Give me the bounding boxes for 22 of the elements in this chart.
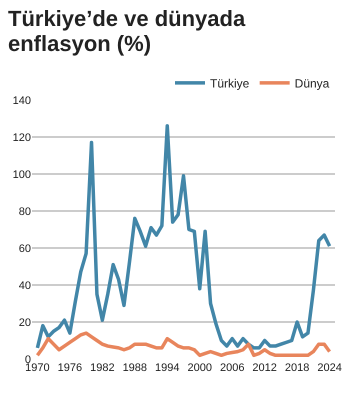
x-tick-label: 1970 xyxy=(25,362,50,374)
x-tick-label: 1988 xyxy=(122,362,148,374)
y-tick-label: 80 xyxy=(18,206,31,218)
y-tick-label: 100 xyxy=(12,168,31,181)
y-tick-label: 60 xyxy=(18,242,31,255)
y-tick-label: 140 xyxy=(12,94,31,107)
y-tick-label: 40 xyxy=(18,280,31,292)
x-tick-label: 1976 xyxy=(58,362,82,374)
x-tick-label: 2024 xyxy=(317,362,342,374)
line-series xyxy=(36,124,332,350)
x-tick-label: 2000 xyxy=(187,362,212,374)
x-tick-label: 2012 xyxy=(252,362,277,374)
legend-label: Türkiye xyxy=(210,76,250,91)
x-tick-label: 1994 xyxy=(155,362,180,374)
x-tick-label: 2006 xyxy=(220,362,244,374)
chart-title: Türkiye’de ve dünyada enflasyon (%) xyxy=(7,5,246,56)
y-tick-label: 120 xyxy=(12,132,31,144)
line-series xyxy=(36,331,332,358)
y-tick-label: 20 xyxy=(18,316,31,329)
x-tick-label: 1982 xyxy=(90,362,115,374)
legend-label: Dünya xyxy=(294,76,330,91)
x-tick-label: 2018 xyxy=(284,362,310,374)
